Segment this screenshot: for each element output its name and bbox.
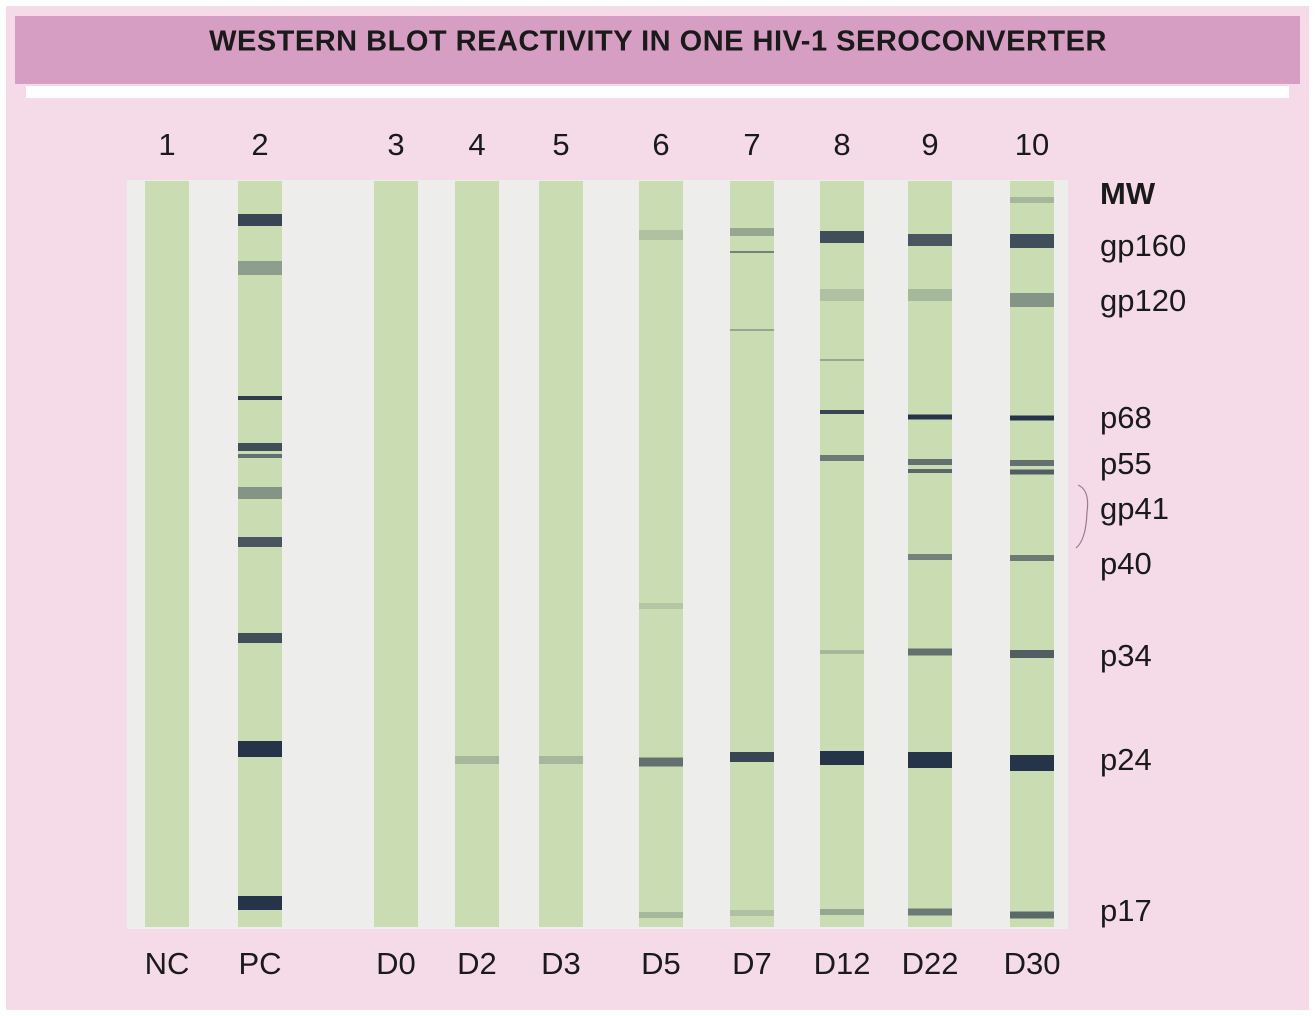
lane-number: 2: [251, 127, 268, 162]
band: [820, 650, 864, 654]
band: [908, 908, 952, 916]
title: WESTERN BLOT REACTIVITY IN ONE HIV-1 SER…: [209, 26, 1107, 58]
lane-number: 4: [468, 127, 485, 162]
band: [820, 359, 864, 361]
band: [730, 752, 774, 762]
band: [1010, 650, 1054, 658]
mw-marker: gp120: [1100, 283, 1186, 318]
mw-marker: gp160: [1100, 228, 1186, 263]
band: [1010, 911, 1054, 919]
lane-label: NC: [145, 946, 190, 981]
strip: [145, 181, 189, 927]
band: [238, 487, 282, 499]
strip: [1010, 181, 1054, 927]
band: [820, 231, 864, 243]
band: [238, 633, 282, 643]
band: [820, 289, 864, 301]
band: [1010, 755, 1054, 771]
mw-marker: p55: [1100, 446, 1152, 481]
band: [1010, 197, 1054, 203]
band: [1010, 555, 1054, 561]
band: [820, 455, 864, 461]
band: [238, 261, 282, 275]
band: [639, 757, 683, 767]
band: [908, 234, 952, 246]
mw-marker: p40: [1100, 546, 1152, 581]
lane-label: D22: [902, 946, 959, 981]
separator: [26, 86, 1289, 98]
band: [908, 414, 952, 420]
lane-number: 1: [158, 127, 175, 162]
strip: [374, 181, 418, 927]
strip: [455, 181, 499, 927]
lane-number: 7: [743, 127, 760, 162]
band: [238, 537, 282, 547]
strip: [238, 181, 282, 927]
band: [908, 554, 952, 560]
mw-marker: gp41: [1100, 491, 1169, 526]
mw-marker: p17: [1100, 893, 1152, 928]
band: [238, 396, 282, 400]
band: [238, 443, 282, 451]
lane-number: 8: [833, 127, 850, 162]
lane-label: D2: [457, 946, 497, 981]
lane-label: D30: [1004, 946, 1061, 981]
band: [238, 741, 282, 757]
band: [730, 910, 774, 916]
band: [238, 896, 282, 910]
mw-marker: p34: [1100, 638, 1152, 673]
band: [238, 214, 282, 226]
band: [238, 454, 282, 458]
band: [908, 648, 952, 656]
lane-label: D12: [814, 946, 871, 981]
band: [1010, 469, 1054, 475]
band: [639, 603, 683, 609]
strip: [730, 181, 774, 927]
mw-marker: p68: [1100, 400, 1152, 435]
band: [908, 289, 952, 301]
strip: [639, 181, 683, 927]
band: [730, 228, 774, 236]
band: [730, 251, 774, 253]
lane-number: 5: [552, 127, 569, 162]
band: [639, 912, 683, 918]
gp41-bracket: [1075, 484, 1089, 549]
band: [1010, 415, 1054, 421]
lane-label: PC: [238, 946, 281, 981]
band: [1010, 293, 1054, 307]
title-bar: [15, 16, 1300, 84]
band: [820, 410, 864, 414]
mw-header: MW: [1100, 176, 1156, 211]
lane-label: D7: [732, 946, 772, 981]
band: [455, 756, 499, 764]
band: [820, 909, 864, 915]
lane-label: D3: [541, 946, 581, 981]
lane-label: D0: [376, 946, 416, 981]
lane-number: 10: [1015, 127, 1049, 162]
lane-label: D5: [641, 946, 681, 981]
mw-markers: MW gp160 gp120 p68 p55 gp41 p40 p34 p24 p17: [1100, 176, 1186, 928]
band: [820, 751, 864, 765]
band: [908, 752, 952, 768]
mw-marker: p24: [1100, 742, 1152, 777]
band: [539, 756, 583, 764]
lane-number: 3: [387, 127, 404, 162]
lane-number: 9: [921, 127, 938, 162]
lane-number: 6: [652, 127, 669, 162]
band: [639, 230, 683, 240]
band: [1010, 460, 1054, 466]
strip: [539, 181, 583, 927]
band: [730, 329, 774, 331]
band: [1010, 234, 1054, 248]
strip: [820, 181, 864, 927]
lanes: 1 NC 2 PC 3 D0 4 D2 5 D3 6 D5 7 D7 8 D12 9 D22 10 D30: [145, 127, 1061, 981]
band: [908, 459, 952, 465]
band: [908, 469, 952, 473]
